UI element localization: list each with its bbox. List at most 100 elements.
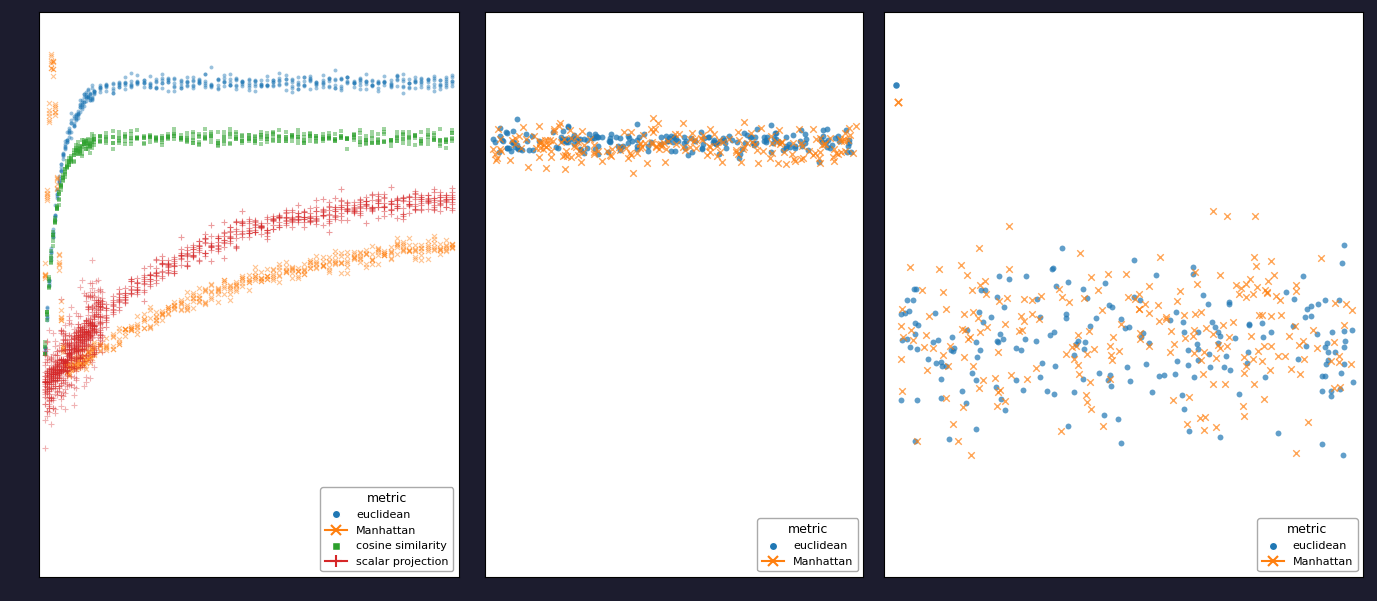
Point [132,78,154,88]
Point [44,365,66,375]
Point [62,150,84,160]
Point [249,130,271,140]
Point [65,354,87,364]
Point [70,329,92,338]
Point [512,122,534,132]
Point [373,249,395,258]
Point [927,335,949,345]
Point [281,74,303,84]
Point [52,366,74,376]
Point [41,395,63,404]
Point [336,251,358,261]
Point [114,84,136,94]
Point [151,136,174,145]
Point [176,250,198,260]
Point [33,376,55,386]
Point [102,300,124,310]
Point [306,131,328,141]
Point [87,332,109,342]
Point [164,73,186,83]
Point [417,197,439,207]
Point [182,245,204,254]
Point [54,362,76,372]
Point [826,132,848,141]
Point [207,246,229,255]
Point [61,331,83,340]
Point [107,337,129,346]
Point [85,276,107,285]
Point [299,136,321,145]
Point [69,335,91,345]
Point [405,78,427,87]
Point [65,328,87,338]
Point [987,347,1009,356]
Point [373,246,395,256]
Point [78,320,101,330]
Point [501,136,523,145]
Point [83,291,105,301]
Point [829,135,851,144]
Point [442,82,464,91]
Point [77,332,99,342]
Point [534,135,556,145]
Point [417,197,439,206]
Point [66,109,88,119]
Point [40,373,62,383]
Point [90,136,112,145]
Point [74,334,96,344]
Point [1237,358,1259,368]
Point [600,130,622,139]
Point [1008,326,1030,335]
Point [219,227,241,237]
Point [947,436,969,445]
Point [398,200,420,210]
Point [269,132,291,142]
Point [640,137,662,147]
Point [176,261,198,270]
Point [78,139,101,148]
Point [573,135,595,144]
Point [778,139,800,148]
Point [916,365,938,374]
Point [311,206,333,215]
Point [299,76,321,85]
Point [176,76,198,85]
Point [269,136,291,145]
Point [73,350,95,359]
Point [343,208,365,218]
Point [139,279,161,288]
Point [1024,337,1047,346]
Point [746,145,768,154]
Point [521,131,543,141]
Point [368,86,390,96]
Point [249,222,271,232]
Point [237,277,259,287]
Point [986,401,1008,411]
Point [281,215,303,224]
Point [54,139,76,148]
Point [207,231,229,241]
Point [50,365,72,375]
Point [219,236,241,246]
Point [355,249,377,259]
Point [306,136,328,145]
Point [120,288,142,298]
Point [306,79,328,88]
Point [54,357,76,367]
Point [37,407,59,417]
Point [85,320,107,330]
Point [430,79,452,88]
Point [906,436,928,446]
Point [392,193,414,203]
Point [410,195,432,204]
Point [299,257,321,267]
Point [77,326,99,336]
Point [95,313,117,322]
Point [281,214,303,224]
Point [293,207,315,216]
Point [69,349,91,359]
Point [85,327,107,337]
Point [219,226,241,236]
Point [318,216,340,226]
Point [822,152,844,162]
